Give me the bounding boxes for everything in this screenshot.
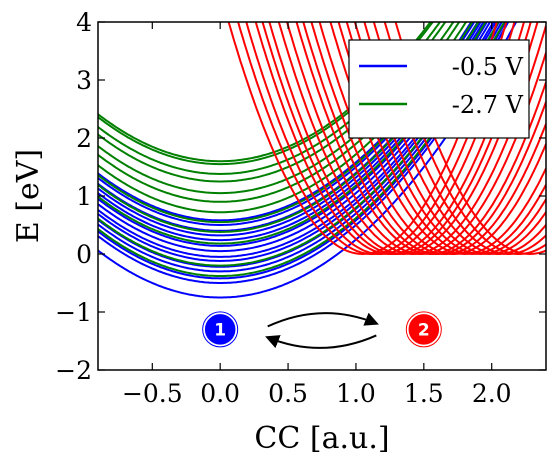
x-axis-label: CC [a.u.] [254, 421, 389, 456]
series-2-curve-13 [337, 22, 546, 256]
x-tick-label: 0.0 [200, 379, 240, 408]
y-tick-label: 1 [76, 182, 92, 211]
series-1-curve-10 [98, 22, 434, 166]
y-tick-label: 3 [76, 66, 92, 95]
state-badge-label: 2 [418, 320, 430, 340]
series-2-curve-16 [363, 22, 546, 255]
series-0-curve-10 [98, 22, 482, 237]
forward-arrow [267, 312, 379, 328]
legend-box [348, 39, 530, 139]
state-badge-ring [405, 311, 442, 348]
series-2-curve-2 [245, 22, 516, 255]
series-1-curve-7 [98, 22, 455, 195]
series-1-curve-9 [98, 22, 442, 176]
legend-label: -0.5 V [452, 53, 524, 81]
y-tick-label: 0 [76, 240, 92, 269]
series-2-curve-7 [285, 22, 546, 255]
series-2-curve-14 [345, 22, 546, 256]
x-tick-label: 1.0 [336, 379, 376, 408]
series-2-curve-15 [353, 22, 546, 256]
series-0-curve-12 [98, 22, 476, 226]
x-tick-label: −0.5 [122, 379, 183, 408]
series-2-curve-19 [394, 22, 546, 256]
state-badge [203, 312, 237, 347]
state-badge-ring [202, 311, 239, 348]
y-tick-label: 2 [76, 124, 92, 153]
series-2-curve-18 [383, 22, 546, 255]
series-2-curve-5 [268, 22, 539, 256]
series-2-curve-9 [302, 22, 546, 255]
series-2-curve-4 [261, 22, 532, 255]
series-2-curve-8 [295, 22, 546, 255]
backward-arrow [265, 334, 377, 349]
series-2-curve-17 [372, 22, 546, 255]
state-badge-label: 1 [214, 320, 226, 340]
x-tick-label: 1.5 [404, 379, 444, 408]
y-tick-label: −1 [55, 298, 92, 327]
x-tick-label: 2.0 [472, 379, 512, 408]
series-2-curve-3 [254, 22, 526, 255]
legend-label: -2.7 V [452, 91, 524, 119]
x-tick-label: 0.5 [268, 379, 308, 408]
series-1-curve-3 [98, 22, 480, 234]
state-badge [407, 312, 441, 347]
y-tick-label: −2 [55, 356, 92, 385]
y-axis-label: E [eV] [11, 149, 46, 243]
series-1-curve-4 [98, 22, 474, 224]
y-tick-label: 4 [76, 8, 92, 37]
series-0-curve-13 [98, 22, 473, 222]
series-1-curve-5 [98, 22, 468, 214]
legend: -0.5 V -2.7 V [348, 39, 530, 139]
